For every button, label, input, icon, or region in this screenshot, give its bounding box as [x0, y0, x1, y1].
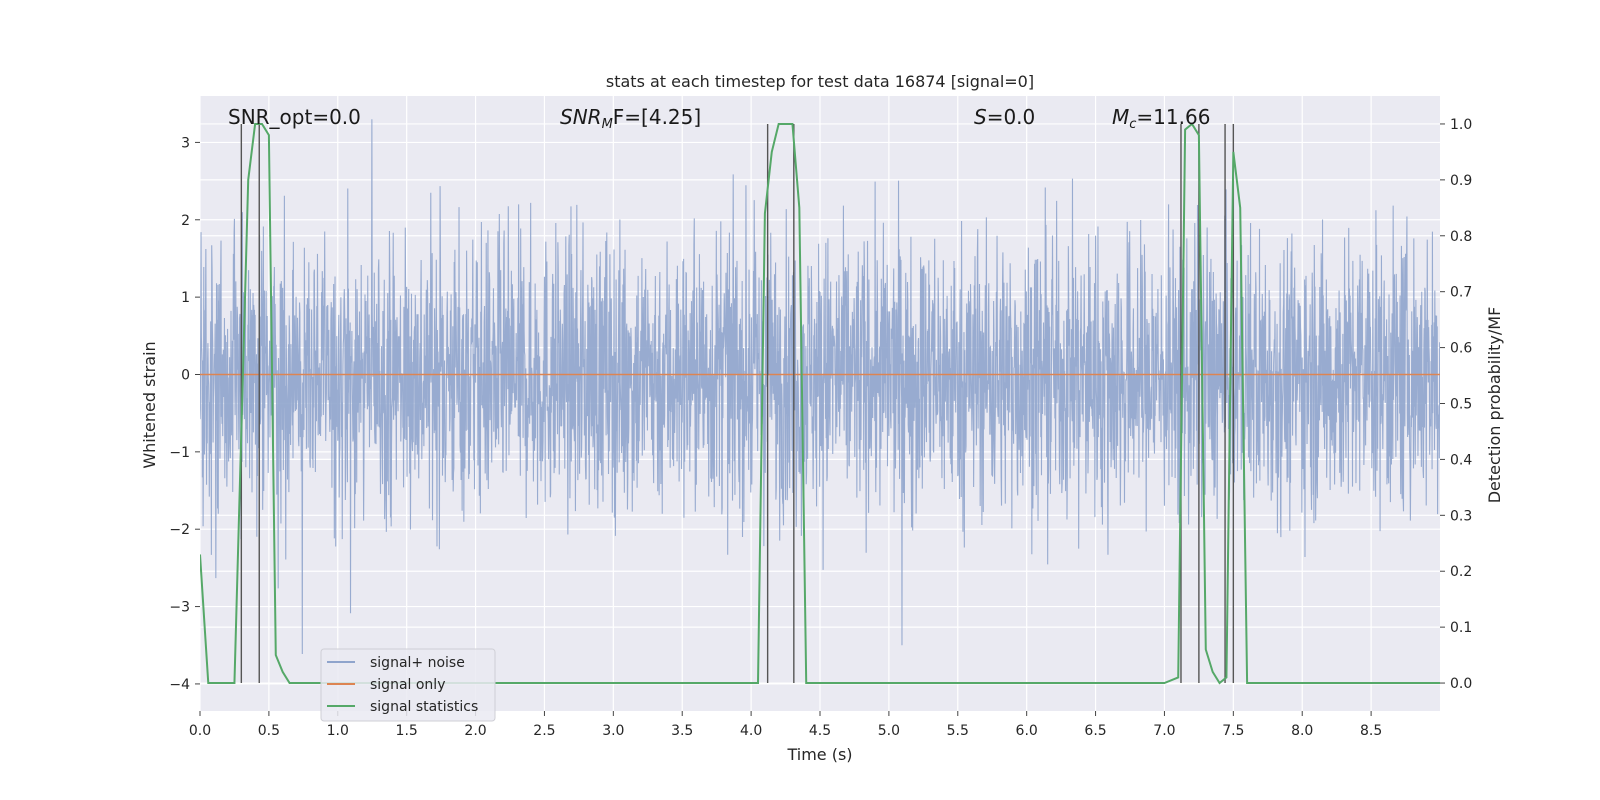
y2-tick-label: 0.8: [1450, 229, 1472, 245]
chart-title: stats at each timestep for test data 168…: [606, 72, 1034, 91]
annotation-snr-opt: SNR_opt=0.0: [228, 105, 361, 129]
signal-statistics-line: [200, 122, 1440, 685]
y-axis-label: Whitened strain: [140, 341, 159, 468]
y-tick-label: −1: [169, 445, 190, 461]
signal-statistics-series: [200, 122, 1440, 685]
annotation-snr-mf: SNRMF=[4.25]: [560, 105, 701, 132]
annotation-mc: Mc=11.66: [1112, 105, 1210, 132]
annotation-snr-mf-sub: M: [602, 117, 613, 132]
legend: signal+ noise signal only signal statist…: [320, 648, 496, 722]
y-tick-label: −4: [169, 677, 190, 693]
x-tick-label: 4.0: [740, 723, 762, 739]
legend-label-stats: signal statistics: [370, 699, 478, 715]
y-tick-label: 0: [181, 367, 190, 383]
x-tick-label: 5.0: [878, 723, 900, 739]
annotation-mc-sub: c: [1129, 117, 1136, 132]
x-tick-label: 7.0: [1153, 723, 1175, 739]
annotation-snr-mf-rest: F=[4.25]: [613, 105, 701, 129]
annotation-s-rest: =0.0: [987, 105, 1036, 129]
x-tick-label: 6.5: [1084, 723, 1106, 739]
x-tick-label: 5.5: [947, 723, 969, 739]
y-tick-label: 2: [181, 213, 190, 229]
y-tick-label: 1: [181, 290, 190, 306]
annotation-s-main: S: [974, 105, 987, 129]
x-tick-label: 4.5: [809, 723, 831, 739]
y2-tick-label: 0.9: [1450, 173, 1472, 189]
x-tick-label: 3.0: [602, 723, 624, 739]
legend-label-signal: signal only: [370, 677, 445, 693]
y-tick-label: 3: [181, 135, 190, 151]
y2-tick-label: 0.0: [1450, 676, 1472, 692]
y2-tick-label: 0.7: [1450, 285, 1472, 301]
legend-box: [320, 648, 496, 722]
x-tick-label: 8.5: [1360, 723, 1382, 739]
y2-tick-label: 0.3: [1450, 508, 1472, 524]
y2-axis-label: Detection probability/MF: [1485, 307, 1504, 504]
y-ticks: 3 2 1 0 −1 −2 −3 −4: [169, 135, 200, 693]
x-tick-label: 2.0: [464, 723, 486, 739]
x-axis-label: Time (s): [786, 745, 852, 764]
annotation-mc-rest: =11.66: [1136, 105, 1210, 129]
annotation-snr-mf-main: SNR: [560, 105, 602, 129]
y2-ticks: 1.0 0.9 0.8 0.7 0.6 0.5 0.4 0.3 0.2 0.1 0.0: [1440, 117, 1472, 692]
annotation-s: S=0.0: [974, 105, 1035, 129]
y2-tick-label: 0.4: [1450, 452, 1472, 468]
y-tick-label: −3: [169, 600, 190, 616]
y2-tick-label: 0.1: [1450, 620, 1472, 636]
y2-tick-label: 0.5: [1450, 397, 1472, 413]
x-tick-label: 0.5: [258, 723, 280, 739]
x-tick-label: 8.0: [1291, 723, 1313, 739]
x-tick-label: 1.0: [327, 723, 349, 739]
y2-tick-label: 0.6: [1450, 341, 1472, 357]
y-tick-label: −2: [169, 522, 190, 538]
x-tick-label: 2.5: [533, 723, 555, 739]
x-tick-label: 3.5: [671, 723, 693, 739]
annotation-mc-main: M: [1112, 105, 1129, 129]
x-tick-label: 7.5: [1222, 723, 1244, 739]
y2-tick-label: 1.0: [1450, 117, 1472, 133]
x-ticks: 0.0 0.5 1.0 1.5 2.0 2.5 3.0 3.5 4.0 4.5 5.0 5.5 6.0 6…: [189, 711, 1382, 739]
legend-label-noise: signal+ noise: [370, 655, 465, 671]
x-tick-label: 6.0: [1016, 723, 1038, 739]
x-tick-label: 1.5: [396, 723, 418, 739]
x-tick-label: 0.0: [189, 723, 211, 739]
y2-tick-label: 0.2: [1450, 564, 1472, 580]
